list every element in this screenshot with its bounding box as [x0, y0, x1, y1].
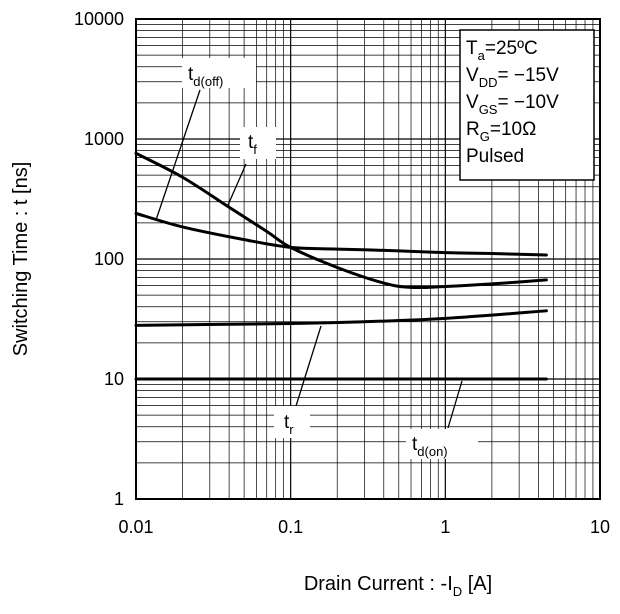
- grid: [135, 19, 600, 500]
- y-tick-label: 1: [114, 489, 124, 509]
- plot-frame: [135, 18, 601, 500]
- label-bg-d(off): [182, 58, 256, 88]
- x-tick-label: 10: [590, 517, 610, 537]
- condition-line: RG=10Ω: [466, 119, 536, 144]
- y-tick-label: 100: [94, 249, 124, 269]
- series-label-f: tf: [248, 132, 257, 157]
- label-bg-f: [240, 127, 276, 159]
- x-tick-label: 0.1: [278, 517, 303, 537]
- condition-line: Ta=25ºC: [466, 38, 538, 63]
- label-leader-r: [295, 325, 322, 407]
- y-axis-title: Switching Time : t [ns]: [10, 162, 32, 357]
- series-curves: [134, 151, 548, 381]
- tick-labels: 0.01 0.1 1 10 1 10 100 1000 10000: [74, 9, 610, 537]
- x-tick-label: 1: [440, 517, 450, 537]
- conditions-box-border: [459, 29, 595, 181]
- series-label-r: tr: [284, 412, 294, 437]
- y-tick-label: 10: [104, 369, 124, 389]
- label-bg-r: [274, 406, 310, 438]
- series-line-d(off): [134, 211, 548, 257]
- series-label-d(on): td(on): [412, 434, 448, 459]
- condition-line: Pulsed: [466, 146, 524, 167]
- series-label-leaders: [155, 89, 463, 429]
- x-axis-title: Drain Current : -ID [A]: [304, 573, 492, 599]
- label-leader-d(on): [447, 380, 463, 429]
- y-tick-label: 1000: [84, 129, 124, 149]
- y-tick-label: 10000: [74, 9, 124, 29]
- condition-line: VDD= −15V: [466, 65, 559, 90]
- series-label-d(off): td(off): [188, 64, 223, 89]
- x-tick-label: 0.01: [118, 517, 153, 537]
- series-labels: td(off) tf tr td(on): [182, 58, 478, 459]
- label-leader-f: [227, 163, 247, 206]
- series-line-f: [134, 151, 548, 290]
- label-bg-d(on): [406, 429, 478, 459]
- condition-line: VGS= −10V: [466, 92, 559, 117]
- series-line-r: [134, 309, 548, 327]
- label-leader-d(off): [155, 89, 201, 221]
